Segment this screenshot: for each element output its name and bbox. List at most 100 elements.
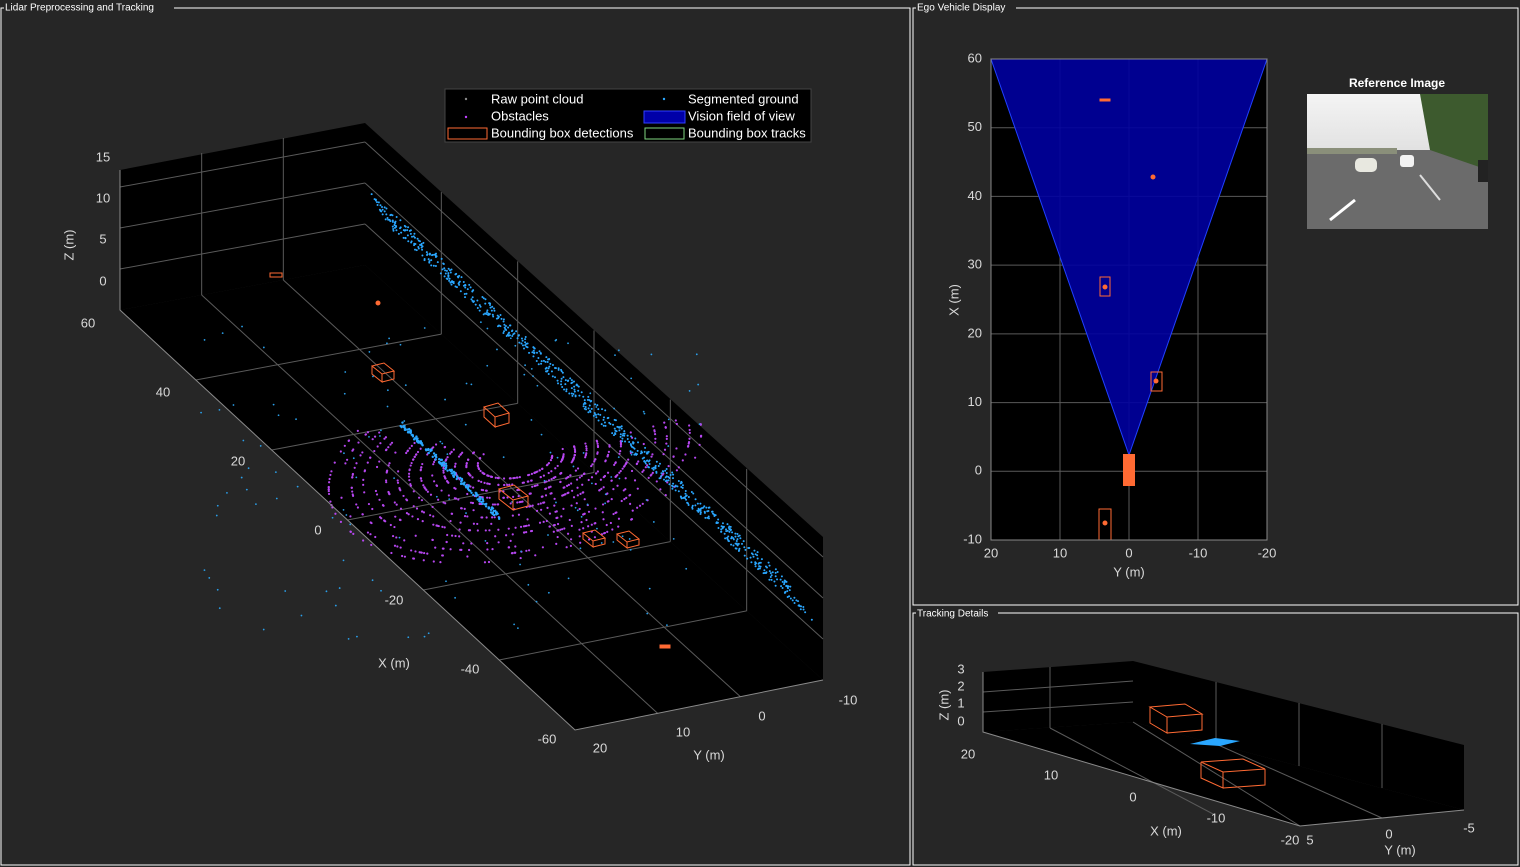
obstacle-point	[667, 476, 670, 479]
obstacle-point	[644, 446, 647, 449]
ground-point	[629, 431, 632, 434]
obstacle-point	[520, 337, 523, 340]
ground-point	[552, 476, 555, 480]
y-tick-label: 60	[968, 50, 982, 65]
obstacle-point	[531, 351, 534, 354]
ground-point	[465, 464, 468, 467]
obstacle-point	[208, 577, 211, 579]
ground-point	[483, 561, 487, 564]
obstacle-point	[471, 296, 474, 299]
obstacle-point	[651, 467, 654, 470]
panel-title: Lidar Preprocessing and Tracking	[5, 3, 154, 14]
ground-point	[472, 509, 475, 512]
obstacle-point	[802, 605, 805, 608]
ground-point	[391, 534, 395, 538]
obstacle-point	[612, 423, 615, 426]
x-tick-label: 10	[1053, 545, 1067, 560]
obstacle-point	[785, 580, 788, 583]
ground-point	[549, 459, 553, 462]
obstacle-point	[703, 510, 706, 513]
ground-point	[516, 476, 519, 479]
obstacle-point	[402, 236, 405, 239]
obstacle-point	[492, 315, 495, 318]
box	[1200, 758, 1266, 789]
obstacle-point	[655, 460, 658, 463]
obstacle-point	[726, 523, 729, 526]
legend-marker	[464, 97, 468, 101]
obstacle-point	[347, 637, 350, 640]
grid-line	[347, 472, 595, 521]
ground-point	[684, 453, 687, 456]
ground-point	[637, 460, 640, 463]
back-wall	[120, 123, 365, 310]
ground-point	[606, 500, 609, 503]
obstacle-point	[415, 435, 418, 438]
obstacle-point	[580, 515, 583, 518]
obstacle-point	[577, 389, 580, 392]
detection	[1153, 378, 1159, 384]
z-tick-label: 3	[957, 661, 964, 676]
obstacle-point	[524, 335, 527, 338]
obstacle-point	[569, 377, 572, 380]
obstacle-point	[730, 535, 733, 538]
obstacle-point	[630, 377, 633, 380]
obstacle-point	[549, 451, 552, 454]
ground-point	[380, 517, 383, 520]
legend	[444, 88, 812, 143]
obstacle-point	[754, 561, 757, 564]
ground-point	[477, 466, 480, 470]
obstacle-point	[564, 383, 567, 386]
obstacle-point	[628, 538, 631, 540]
obstacle-point	[427, 632, 430, 635]
ground-point	[460, 548, 463, 551]
obstacle-point	[528, 351, 531, 354]
ground-point	[550, 455, 554, 458]
ground-point	[600, 487, 603, 491]
obstacle-point	[432, 264, 435, 267]
ground-point	[507, 527, 510, 530]
obstacle-point	[684, 489, 687, 492]
obstacle-point	[726, 536, 729, 539]
obstacle-point	[368, 351, 371, 353]
obstacle-point	[463, 293, 466, 296]
image-car	[1400, 155, 1414, 167]
ground-point	[562, 455, 565, 458]
ground-point	[602, 486, 605, 489]
obstacle-point	[669, 474, 672, 477]
panel-border	[912, 7, 1519, 606]
obstacle-point	[618, 429, 621, 432]
obstacle-point	[514, 344, 517, 347]
obstacle-point	[567, 379, 570, 382]
ground-point	[442, 469, 445, 472]
ground-point	[405, 451, 408, 455]
obstacle-point	[434, 453, 438, 457]
obstacle-point	[770, 574, 773, 577]
obstacle-point	[619, 433, 622, 436]
grid-line	[1132, 721, 1301, 827]
ground-point	[398, 486, 401, 490]
obstacle-point	[767, 561, 770, 564]
ground-point	[378, 431, 381, 434]
obstacle-point	[465, 382, 468, 385]
ground-point	[563, 493, 566, 496]
obstacle-point	[404, 237, 407, 240]
ground-point	[476, 522, 479, 526]
ground-point	[374, 535, 377, 539]
obstacle-point	[549, 362, 552, 365]
obstacle-point	[421, 444, 424, 447]
obstacle-point	[524, 344, 527, 347]
ground-point	[630, 518, 633, 521]
obstacle-point	[658, 462, 661, 465]
obstacle-point	[781, 580, 784, 583]
obstacle-point	[478, 304, 481, 307]
ground-point	[361, 513, 364, 516]
obstacle-point	[612, 434, 615, 437]
ground-point	[624, 462, 627, 466]
ground-point	[384, 449, 388, 452]
obstacle-point	[419, 243, 422, 246]
ground-point	[591, 463, 594, 466]
ground-point	[425, 488, 428, 491]
obstacle-point	[793, 602, 796, 605]
obstacle-point	[770, 578, 773, 581]
obstacle-point	[425, 251, 428, 254]
